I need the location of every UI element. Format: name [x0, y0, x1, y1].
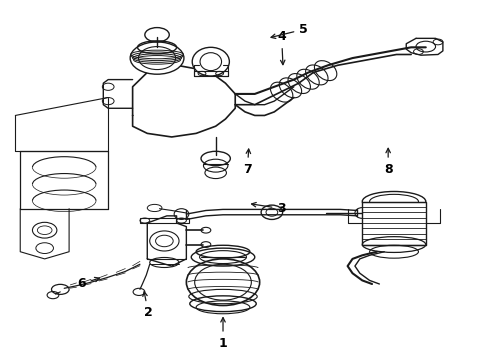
Text: 6: 6	[77, 278, 99, 291]
Text: 1: 1	[219, 318, 227, 350]
Ellipse shape	[186, 259, 260, 306]
Text: 7: 7	[243, 149, 252, 176]
Bar	[194, 71, 228, 76]
Text: 8: 8	[384, 148, 392, 176]
Ellipse shape	[130, 42, 184, 74]
Text: 4: 4	[277, 30, 286, 65]
Text: 3: 3	[251, 202, 286, 215]
Ellipse shape	[192, 47, 229, 76]
Bar	[362, 202, 426, 244]
Bar	[140, 218, 189, 223]
Text: 2: 2	[143, 292, 152, 319]
Text: 5: 5	[271, 23, 308, 39]
